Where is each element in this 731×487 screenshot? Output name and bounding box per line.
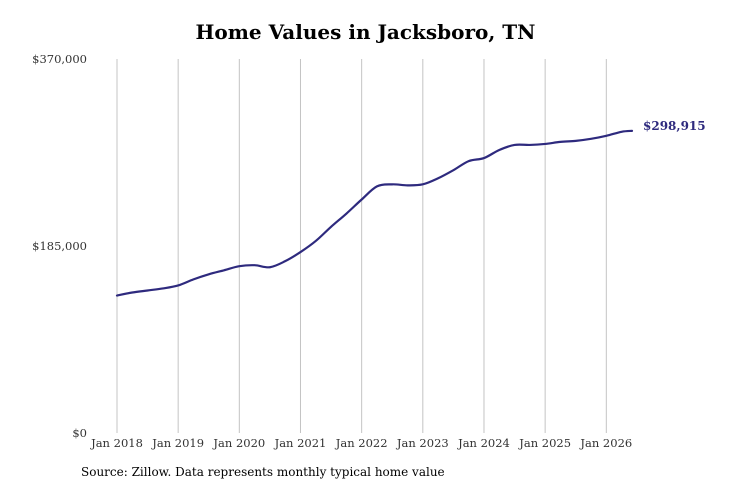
x-tick-label: Jan 2025 <box>518 436 571 450</box>
x-tick-label: Jan 2021 <box>274 436 327 450</box>
x-tick-label: Jan 2026 <box>579 436 632 450</box>
chart-title: Home Values in Jacksboro, TN <box>195 20 536 44</box>
source-note: Source: Zillow. Data represents monthly … <box>81 465 445 479</box>
y-axis: $0 $185,000 $370,000 <box>32 52 87 440</box>
home-value-line <box>115 129 634 297</box>
y-tick-label: $185,000 <box>32 239 87 253</box>
y-tick-label: $370,000 <box>32 52 87 66</box>
x-tick-label: Jan 2023 <box>396 436 449 450</box>
x-tick-label: Jan 2018 <box>90 436 143 450</box>
x-axis: Jan 2018 Jan 2019 Jan 2020 Jan 2021 Jan 2022… <box>90 436 632 450</box>
x-tick-label: Jan 2019 <box>151 436 204 450</box>
latest-value-label: $298,915 <box>643 119 706 133</box>
x-tick-label: Jan 2024 <box>457 436 510 450</box>
x-tick-label: Jan 2022 <box>335 436 388 450</box>
y-tick-label: $0 <box>72 426 87 440</box>
gridlines <box>116 59 607 433</box>
x-tick-label: Jan 2020 <box>212 436 265 450</box>
